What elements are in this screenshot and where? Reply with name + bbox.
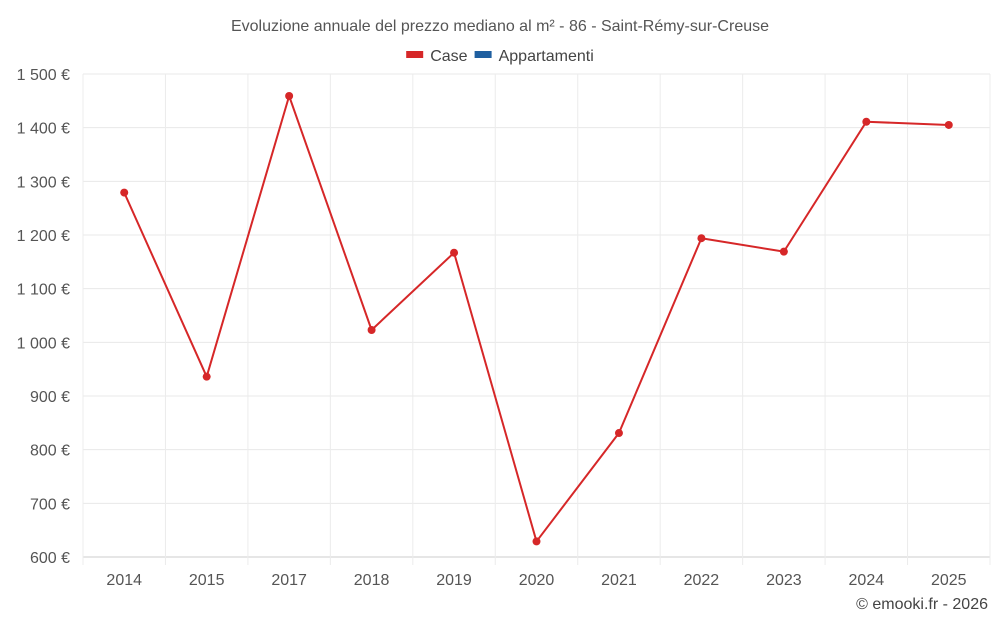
data-point[interactable] [285, 92, 294, 101]
x-axis: 2014 2015 2017 2018 2019 2020 2021 2022 2023 2024… [106, 572, 966, 589]
y-tick-label: 800 € [30, 443, 70, 460]
data-point[interactable] [532, 537, 541, 546]
data-point[interactable] [202, 372, 211, 381]
legend: Case Appartamenti [406, 48, 594, 65]
x-tick-label: 2025 [931, 572, 967, 589]
y-tick-label: 900 € [30, 389, 70, 406]
x-tick-label: 2021 [601, 572, 637, 589]
data-point[interactable] [450, 248, 459, 257]
data-point[interactable] [614, 429, 623, 438]
x-tick-label: 2018 [354, 572, 390, 589]
x-tick-label: 2019 [436, 572, 472, 589]
x-tick-label: 2022 [684, 572, 720, 589]
series-layer [120, 92, 953, 546]
x-tick-label: 2017 [271, 572, 307, 589]
y-tick-label: 1 000 € [17, 335, 70, 352]
grid [82, 73, 991, 565]
credit-text: © emooki.fr - 2026 [856, 596, 988, 613]
data-point[interactable] [120, 188, 129, 197]
data-point[interactable] [944, 120, 953, 129]
x-tick-label: 2020 [519, 572, 555, 589]
x-tick-label: 2015 [189, 572, 225, 589]
legend-swatch [406, 51, 424, 58]
legend-label: Appartamenti [499, 48, 594, 65]
x-tick-label: 2014 [106, 572, 142, 589]
data-point[interactable] [697, 234, 706, 243]
data-point[interactable] [862, 117, 871, 126]
y-axis: 600 € 700 € 800 € 900 € 1 000 € 1 100 € 1 200 … [17, 67, 70, 567]
y-tick-label: 1 400 € [17, 121, 70, 138]
legend-item[interactable]: Appartamenti [474, 48, 594, 65]
y-tick-label: 1 100 € [17, 282, 70, 299]
y-tick-label: 1 300 € [17, 174, 70, 191]
data-point[interactable] [779, 247, 788, 256]
legend-item[interactable]: Case [406, 48, 468, 65]
y-tick-label: 700 € [30, 496, 70, 513]
data-point[interactable] [367, 325, 376, 334]
y-tick-label: 1 200 € [17, 228, 70, 245]
chart-title: Evoluzione annuale del prezzo mediano al… [231, 18, 769, 35]
y-tick-label: 1 500 € [17, 67, 70, 84]
legend-label: Case [430, 48, 467, 65]
x-tick-label: 2024 [849, 572, 885, 589]
y-tick-label: 600 € [30, 550, 70, 567]
legend-swatch [474, 51, 492, 58]
x-tick-label: 2023 [766, 572, 802, 589]
